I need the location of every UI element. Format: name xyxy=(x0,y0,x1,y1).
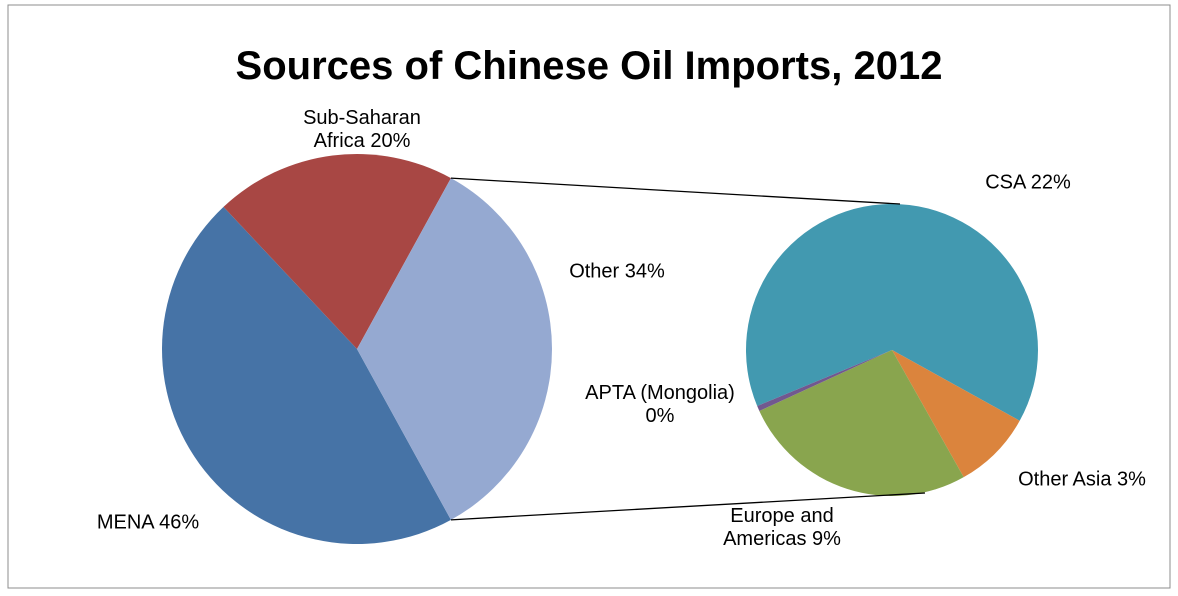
pie-slice xyxy=(357,178,553,520)
data-label: Europe and Americas 9% xyxy=(723,505,841,550)
data-label: APTA (Mongolia) 0% xyxy=(585,382,735,427)
chart-title: Sources of Chinese Oil Imports, 2012 xyxy=(235,44,943,88)
data-label: CSA 22% xyxy=(985,171,1071,194)
connector-line xyxy=(450,492,926,521)
data-label: MENA 46% xyxy=(96,511,200,534)
pie-slice xyxy=(892,350,1020,478)
pie-slice xyxy=(746,204,1038,421)
data-label: Sub-Saharan Africa 20% xyxy=(303,107,421,152)
data-label: Other Asia 3% xyxy=(1018,468,1146,491)
data-label: Other 34% xyxy=(569,260,665,283)
connector-line xyxy=(450,177,901,205)
pie-slice xyxy=(223,154,451,349)
pie-slice xyxy=(162,206,451,545)
pie-slice xyxy=(757,350,892,411)
pie-slice xyxy=(759,350,964,496)
